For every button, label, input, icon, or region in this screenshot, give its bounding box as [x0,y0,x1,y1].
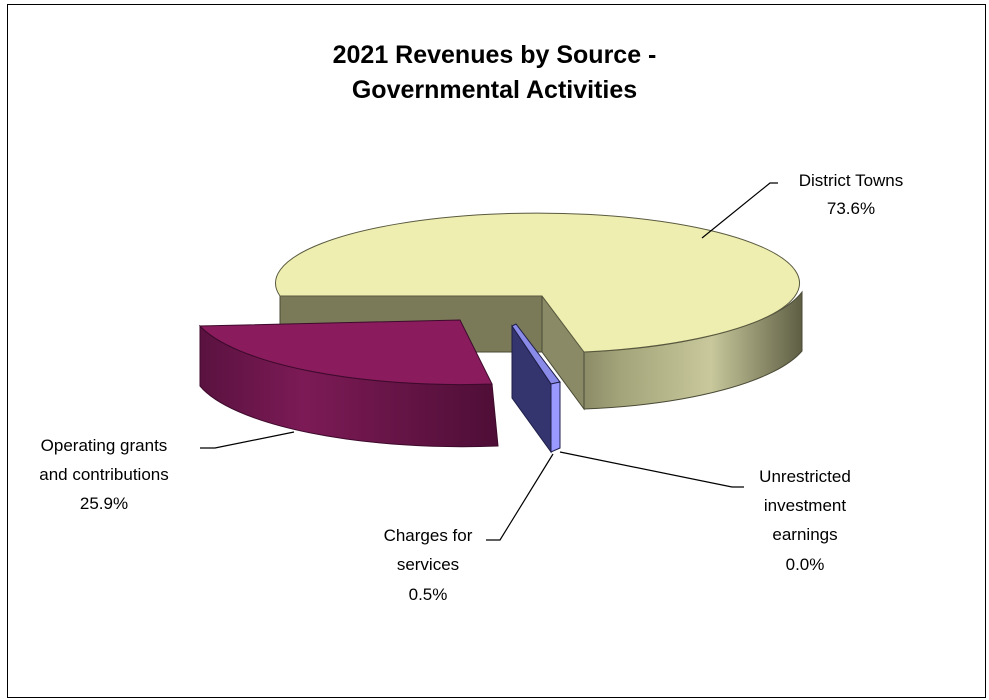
label-unrestricted-name-3: earnings [772,525,837,544]
label-district-towns-name: District Towns [799,171,904,190]
leader-charges-for-services [486,453,554,541]
slice-operating-grants [198,319,499,448]
label-charges-value: 0.5% [409,585,448,604]
chart-title: 2021 Revenues by Source - Governmental A… [0,38,989,108]
slice-charges-for-services [511,323,561,454]
slice-operating-grants-top [198,319,493,386]
label-district-towns-value: 73.6% [827,199,875,218]
chart-title-line-1: 2021 Revenues by Source - [332,41,657,69]
slice-district-towns-top [275,212,801,353]
label-charges-name-2: services [397,555,459,574]
leader-operating-grants [200,431,295,449]
label-operating-grants-name-1: Operating grants [41,436,168,455]
leader-district-towns [701,182,778,239]
label-operating-grants-name-2: and contributions [39,465,168,484]
label-charges-name-1: Charges for [384,526,473,545]
label-unrestricted-value: 0.0% [786,555,825,574]
label-unrestricted-name-1: Unrestricted [759,467,851,486]
slice-charges-for-services-edge [550,381,561,453]
label-unrestricted-name-2: investment [764,496,846,515]
chart-title-line-2: Governmental Activities [351,76,638,104]
label-operating-grants-value: 25.9% [80,494,128,513]
leader-unrestricted-investment [559,451,744,488]
